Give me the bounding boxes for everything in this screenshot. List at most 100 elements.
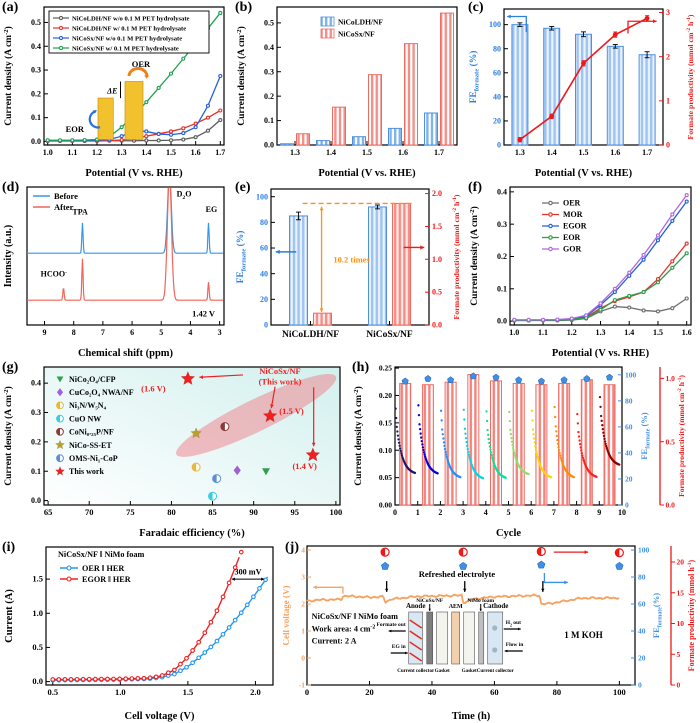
svg-text:1.42 V: 1.42 V bbox=[192, 309, 216, 319]
svg-text:Flow in: Flow in bbox=[506, 642, 524, 648]
plot-frame bbox=[45, 546, 274, 686]
svg-text:0.4: 0.4 bbox=[497, 187, 507, 196]
svg-text:1.6: 1.6 bbox=[610, 148, 620, 157]
panel-j: (j) 0 20 40 60 80 100 Time (h) -1 0 1 2 3 4 Cell volta… bbox=[283, 540, 700, 723]
x-axis: 65 70 75 80 85 90 95 100 Faradaic efficiency (%) bbox=[44, 501, 342, 539]
svg-text:0.2: 0.2 bbox=[264, 92, 274, 101]
svg-text:FEformate​ (%): FEformate​ (%) bbox=[639, 412, 652, 459]
svg-text:NiCo-SS-ET: NiCo-SS-ET bbox=[69, 441, 112, 450]
bar bbox=[511, 24, 529, 146]
chart-e: NiCoLDH/NF NiCoSx/NF 0 20 40 60 80 100 FEformate… bbox=[235, 188, 461, 340]
svg-text:(1.6 V): (1.6 V) bbox=[141, 383, 166, 393]
svg-text:NiCoSx/NF: NiCoSx/NF bbox=[338, 30, 375, 39]
bar bbox=[424, 112, 438, 146]
svg-text:0: 0 bbox=[625, 501, 629, 510]
svg-text:Ni₃N/W₅N₄: Ni₃N/W₅N₄ bbox=[69, 401, 107, 410]
svg-text:0.0: 0.0 bbox=[32, 676, 43, 686]
plot-frame bbox=[270, 188, 430, 326]
bar bbox=[535, 384, 548, 506]
svg-text:4: 4 bbox=[484, 508, 488, 517]
fe-bar bbox=[368, 206, 387, 326]
svg-text:(1.4 V): (1.4 V) bbox=[292, 461, 317, 471]
svg-text:Current collector: Current collector bbox=[397, 669, 435, 674]
svg-text:HCOO-​: HCOO-​ bbox=[41, 270, 67, 279]
bar bbox=[421, 384, 434, 506]
svg-text:9: 9 bbox=[43, 328, 47, 337]
svg-text:60: 60 bbox=[638, 600, 646, 609]
legend: OER MOR EGOR EOR GOR bbox=[542, 199, 587, 254]
annotations: Refreshed electrolyte NiCoSx/NF ‖ NiMo fo… bbox=[312, 550, 603, 645]
svg-text:1.0: 1.0 bbox=[666, 374, 676, 383]
svg-text:0.5: 0.5 bbox=[666, 437, 676, 446]
series-gor bbox=[512, 193, 689, 322]
y-axis-right: 0 1 2 3 Formate productivity (mmol cm-2​ h-1… bbox=[659, 8, 695, 150]
svg-text:1.6: 1.6 bbox=[191, 148, 201, 157]
chart-d: 9 8 7 6 5 4 3 Chemical shift (ppm) Intensity (a.… bbox=[3, 186, 225, 359]
svg-text:NiMo foam: NiMo foam bbox=[467, 598, 494, 604]
svg-text:20: 20 bbox=[365, 687, 374, 697]
plate-nimo bbox=[478, 611, 485, 665]
svg-text:Gasket: Gasket bbox=[462, 669, 477, 674]
svg-text:0: 0 bbox=[264, 321, 268, 330]
svg-text:100: 100 bbox=[625, 370, 637, 379]
svg-text:6: 6 bbox=[130, 328, 134, 337]
svg-text:1.6: 1.6 bbox=[398, 148, 408, 157]
svg-text:1.1: 1.1 bbox=[538, 328, 548, 337]
svg-text:1.0: 1.0 bbox=[32, 608, 43, 618]
svg-text:1.0: 1.0 bbox=[509, 328, 519, 337]
svg-text:0.4: 0.4 bbox=[31, 42, 41, 51]
y-axis: 0.0 0.1 0.2 0.3 0.4 0.5 Current density (A cm-… bbox=[236, 18, 281, 150]
bar bbox=[490, 380, 503, 506]
svg-text:This work: This work bbox=[69, 467, 104, 476]
svg-text:ΔE: ΔE bbox=[106, 86, 117, 95]
svg-text:1 M KOH: 1 M KOH bbox=[564, 630, 603, 640]
svg-text:0.5: 0.5 bbox=[31, 18, 41, 27]
svg-text:8: 8 bbox=[575, 508, 579, 517]
svg-text:0.5: 0.5 bbox=[264, 18, 274, 27]
peak-labels: TPA D2​O EG HCOO-​ 1.42 V bbox=[41, 190, 218, 319]
panel-b: (b) 1.3 1.4 1.5 1.6 1.7 Potential (V vs. RHE) 0… bbox=[233, 0, 466, 180]
bar bbox=[603, 384, 616, 506]
svg-text:40: 40 bbox=[428, 687, 437, 697]
svg-text:1.5: 1.5 bbox=[32, 574, 43, 584]
svg-text:Potential (V vs. RHE): Potential (V vs. RHE) bbox=[552, 348, 650, 359]
svg-text:0.3: 0.3 bbox=[264, 67, 274, 76]
svg-text:0: 0 bbox=[638, 681, 642, 690]
svg-text:2.0: 2.0 bbox=[250, 687, 261, 697]
bar bbox=[399, 382, 412, 506]
svg-text:1: 1 bbox=[666, 96, 670, 105]
svg-text:95: 95 bbox=[291, 507, 300, 517]
svg-text:-1: -1 bbox=[299, 681, 305, 690]
svg-text:1.6: 1.6 bbox=[682, 328, 692, 337]
svg-text:Time (h): Time (h) bbox=[452, 711, 491, 722]
y-axis: 0 20 40 60 80 100 FEformate​ (%) bbox=[468, 20, 508, 150]
trace-after bbox=[27, 188, 224, 301]
svg-text:FEformate​(%): FEformate​(%) bbox=[651, 593, 664, 638]
svg-text:0.3: 0.3 bbox=[31, 408, 41, 417]
svg-text:0.0: 0.0 bbox=[31, 137, 41, 146]
svg-text:80: 80 bbox=[638, 573, 646, 582]
svg-text:5: 5 bbox=[507, 508, 511, 517]
interval-markers bbox=[380, 546, 624, 570]
svg-text:Formate productivity (mmol cm-: Formate productivity (mmol cm-2​ h-1​) bbox=[686, 14, 695, 139]
svg-text:0.4: 0.4 bbox=[264, 43, 274, 52]
bar bbox=[467, 374, 480, 506]
svg-text:0.1: 0.1 bbox=[31, 467, 41, 476]
svg-text:100: 100 bbox=[613, 687, 626, 697]
svg-text:1.5: 1.5 bbox=[432, 222, 442, 231]
svg-text:EOR: EOR bbox=[66, 124, 85, 134]
y-axis-right: 0.0 0.5 1.0 1.5 2.0 Formate productivity (mmo… bbox=[425, 189, 461, 330]
bar bbox=[404, 43, 418, 146]
x-axis: 0 1 2 3 4 5 6 7 8 9 10 Cycle bbox=[393, 501, 626, 539]
bar bbox=[316, 140, 330, 146]
panel-label-i: (i) bbox=[2, 540, 16, 555]
svg-text:Refreshed electrolyte: Refreshed electrolyte bbox=[419, 569, 496, 579]
svg-text:0: 0 bbox=[393, 508, 397, 517]
plate-nicosx bbox=[426, 611, 434, 665]
panel-label-g: (g) bbox=[2, 360, 19, 375]
